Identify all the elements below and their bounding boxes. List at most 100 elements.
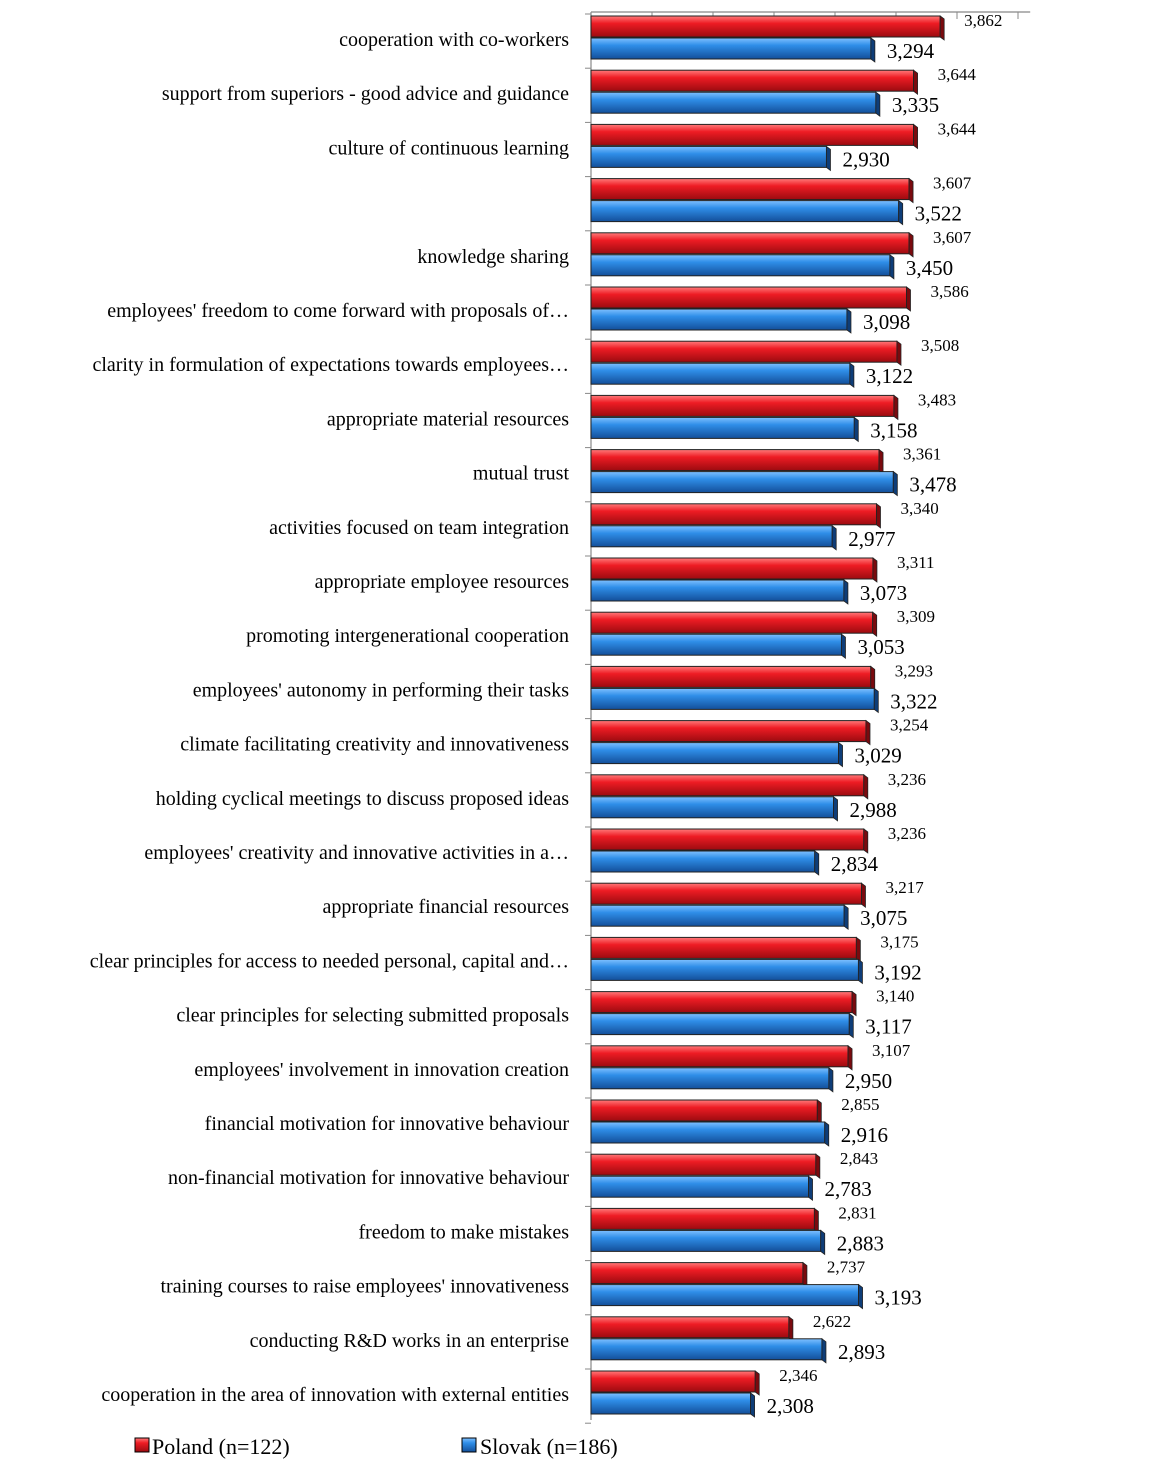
legend-label-poland: Poland (n=122): [152, 1434, 290, 1459]
bar-slovak: [590, 91, 877, 114]
bar-side-poland: [913, 123, 918, 150]
data-label-poland: 3,644: [938, 65, 977, 84]
bar-slovak: [590, 687, 875, 710]
data-label-poland: 3,236: [888, 824, 926, 843]
bar-side-slovak: [843, 904, 849, 931]
bar-poland: [590, 611, 874, 634]
data-label-poland: 3,217: [885, 878, 924, 897]
category-label: knowledge sharing: [417, 246, 569, 268]
bar-slovak: [590, 1338, 823, 1361]
bar-side-poland: [754, 1370, 760, 1396]
data-label-slovak: 3,029: [855, 744, 902, 768]
category-label: financial motivation for innovative beha…: [205, 1113, 570, 1135]
category-label: conducting R&D works in an enterprise: [250, 1330, 569, 1352]
data-label-poland: 2,843: [840, 1149, 878, 1168]
bar-side-slovak: [858, 958, 863, 985]
bar-poland: [590, 1045, 849, 1068]
data-label-slovak: 3,158: [870, 418, 917, 442]
bar-side-slovak: [873, 687, 879, 714]
bar-poland: [590, 394, 895, 417]
data-label-poland: 2,831: [838, 1203, 876, 1222]
bar-poland: [590, 991, 853, 1014]
bar-side-poland: [876, 502, 881, 529]
bar-slovak: [590, 37, 872, 60]
bar-poland: [590, 1262, 804, 1285]
data-label-poland: 3,311: [897, 553, 935, 572]
bar-side-poland: [865, 719, 871, 746]
bar-side-slovak: [848, 1012, 854, 1039]
data-label-poland: 3,607: [933, 174, 972, 193]
bar-side-poland: [872, 557, 878, 583]
category-label: clear principles for selecting submitted…: [176, 1005, 569, 1027]
bar-side-poland: [906, 286, 911, 312]
data-label-slovak: 3,053: [857, 635, 904, 659]
bar-side-poland: [813, 1207, 819, 1234]
bar-side-poland: [802, 1261, 808, 1288]
data-label-poland: 3,644: [938, 119, 977, 138]
category-label: culture of continuous learning: [329, 137, 570, 159]
bar-side-poland: [872, 611, 878, 638]
bar-poland: [590, 1207, 815, 1230]
data-label-poland: 3,361: [903, 445, 941, 464]
category-label: mutual trust: [473, 463, 570, 485]
data-label-slovak: 3,122: [866, 364, 913, 388]
bar-slovak: [590, 633, 842, 656]
bar-slovak: [590, 1121, 826, 1144]
bar-side-slovak: [875, 91, 881, 117]
bar-side-slovak: [858, 1283, 863, 1310]
legend-swatch-slovak: [461, 1437, 477, 1453]
bar-side-slovak: [870, 37, 876, 63]
bar-side-poland: [913, 69, 918, 95]
data-label-slovak: 3,294: [887, 39, 935, 63]
bar-slovak: [590, 1229, 822, 1252]
data-label-slovak: 2,893: [838, 1340, 885, 1364]
bars-layer: [590, 15, 945, 1418]
data-label-slovak: 3,075: [860, 906, 907, 930]
data-label-poland: 2,737: [827, 1258, 866, 1277]
bar-side-poland: [878, 448, 884, 475]
bar-poland: [590, 232, 910, 255]
category-label: training courses to raise employees' inn…: [161, 1276, 570, 1298]
bar-poland: [590, 1370, 756, 1393]
bar-side-poland: [816, 1099, 822, 1125]
data-label-slovak: 3,450: [906, 256, 953, 280]
bar-side-poland: [815, 1153, 821, 1179]
bar-side-poland: [788, 1316, 794, 1342]
data-label-slovak: 2,916: [841, 1123, 888, 1147]
bar-poland: [590, 123, 915, 146]
data-label-poland: 3,340: [900, 499, 938, 518]
bar-side-poland: [908, 177, 914, 204]
bar-slovak: [590, 254, 891, 277]
data-label-slovak: 3,522: [915, 202, 962, 226]
category-label: climate facilitating creativity and inno…: [180, 734, 569, 756]
bar-side-slovak: [750, 1392, 755, 1418]
category-label: holding cyclical meetings to discuss pro…: [156, 788, 569, 810]
bar-slovak: [590, 742, 840, 765]
bar-poland: [590, 340, 898, 363]
bar-poland: [590, 178, 910, 201]
category-label: employees' freedom to come forward with …: [107, 300, 569, 322]
data-label-poland: 3,586: [930, 282, 968, 301]
legend-label-slovak: Slovak (n=186): [480, 1434, 618, 1459]
data-label-poland: 3,140: [876, 987, 914, 1006]
bar-side-slovak: [898, 199, 904, 226]
data-label-slovak: 2,977: [848, 527, 895, 551]
category-label: cooperation in the area of innovation wi…: [101, 1384, 569, 1406]
bar-side-slovak: [831, 524, 837, 551]
bar-side-poland: [847, 1045, 853, 1071]
data-label-slovak: 3,073: [860, 581, 907, 605]
data-label-poland: 3,862: [964, 11, 1002, 30]
data-label-poland: 3,293: [895, 661, 933, 680]
category-label: freedom to make mistakes: [359, 1221, 570, 1243]
bar-slovak: [590, 904, 845, 927]
data-label-slovak: 3,193: [875, 1286, 922, 1310]
bar-poland: [590, 449, 880, 472]
data-label-poland: 2,855: [841, 1095, 879, 1114]
data-label-slovak: 2,950: [845, 1069, 892, 1093]
data-label-poland: 3,254: [890, 716, 929, 735]
bar-poland: [590, 503, 877, 526]
category-label: support from superiors - good advice and…: [162, 83, 569, 105]
bar-side-slovak: [853, 416, 859, 443]
data-label-slovak: 3,322: [890, 689, 937, 713]
